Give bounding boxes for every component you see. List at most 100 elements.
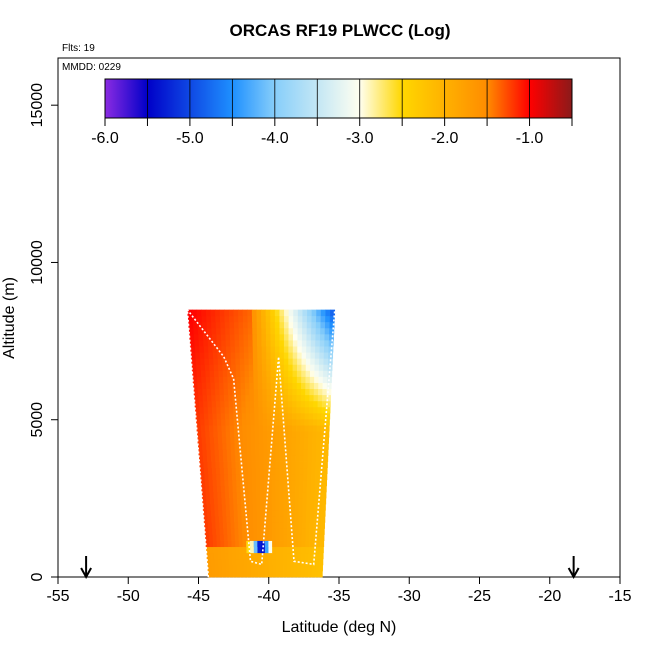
heatmap-cell <box>283 358 289 365</box>
heatmap-cell <box>292 388 298 396</box>
heatmap-cell <box>208 358 214 365</box>
heatmap-cell <box>316 437 321 444</box>
heatmap-cell <box>263 491 269 499</box>
heatmap-cell <box>225 340 231 347</box>
heatmap-cell <box>271 510 277 517</box>
heatmap-cell <box>258 412 264 420</box>
heatmap-cell <box>270 370 276 377</box>
heatmap-cell <box>291 461 296 469</box>
heatmap-cell <box>234 449 240 456</box>
heatmap-cell <box>325 309 331 317</box>
heatmap-cell <box>257 340 262 347</box>
heatmap-cell <box>254 400 259 408</box>
heatmap-cell <box>207 340 213 347</box>
heatmap-cell <box>283 528 288 535</box>
heatmap-cell <box>310 364 315 371</box>
heatmap-cell <box>198 394 204 402</box>
heatmap-cell <box>271 443 276 450</box>
heatmap-cell <box>220 546 225 554</box>
heatmap-cell <box>256 309 262 317</box>
heatmap-cell <box>249 534 254 541</box>
heatmap-cell <box>225 327 231 335</box>
heatmap-cell <box>328 333 334 341</box>
heatmap-cell <box>243 327 249 335</box>
heatmap-cell <box>275 570 280 578</box>
heatmap-cell <box>258 394 263 402</box>
heatmap-cell <box>217 352 223 359</box>
heatmap-cell <box>210 510 216 517</box>
heatmap-cell <box>207 516 212 523</box>
heatmap-cell <box>233 321 239 329</box>
heatmap-cell <box>208 534 214 541</box>
heatmap-cell <box>228 400 234 408</box>
heatmap-cell <box>200 479 206 487</box>
heatmap-cell <box>212 479 218 487</box>
heatmap-cell <box>318 370 324 377</box>
heatmap-cell <box>257 558 262 566</box>
heatmap-cell <box>270 388 276 396</box>
heatmap-cell <box>283 412 289 420</box>
heatmap-cell <box>234 534 240 541</box>
heatmap-cell <box>259 461 264 469</box>
heatmap-cell <box>283 498 288 505</box>
heatmap-cell <box>283 552 288 560</box>
heatmap-cell <box>244 504 250 511</box>
heatmap-cell <box>253 394 259 402</box>
heatmap-cell <box>257 540 262 548</box>
heatmap-cell <box>238 437 244 444</box>
heatmap-cell <box>202 327 208 335</box>
heatmap-cell <box>270 346 276 353</box>
heatmap-cell <box>207 406 213 414</box>
heatmap-cell <box>326 400 331 408</box>
heatmap-cell <box>327 370 333 377</box>
heatmap-cell <box>254 564 259 572</box>
heatmap-cell <box>204 473 209 481</box>
heatmap-cell <box>215 516 220 523</box>
heatmap-cell <box>236 485 241 493</box>
heatmap-cell <box>246 437 252 444</box>
heatmap-cell <box>301 540 306 548</box>
heatmap-cell <box>215 528 221 535</box>
heatmap-cell <box>297 540 302 548</box>
heatmap-cell <box>275 528 280 535</box>
heatmap-cell <box>212 412 217 420</box>
heatmap-cell <box>322 485 327 493</box>
heatmap-cell <box>203 455 208 462</box>
heatmap-cell <box>255 461 260 469</box>
heatmap-cell <box>290 564 295 572</box>
heatmap-cell <box>303 443 309 450</box>
heatmap-cell <box>294 510 299 517</box>
heatmap-cell <box>270 364 276 371</box>
heatmap-cell <box>193 321 198 329</box>
heatmap-cell <box>206 388 212 396</box>
heatmap-cell <box>299 443 305 450</box>
heatmap-cell <box>206 382 211 390</box>
heatmap-cell <box>270 333 276 341</box>
heatmap-cell <box>211 516 216 523</box>
heatmap-cell <box>249 406 255 414</box>
heatmap-cell <box>212 534 217 541</box>
heatmap-cell <box>226 346 231 353</box>
heatmap-cell <box>203 510 208 517</box>
heatmap-cell <box>319 346 325 353</box>
heatmap-cell <box>250 443 256 450</box>
heatmap-cell <box>315 340 321 347</box>
heatmap-cell <box>309 510 315 517</box>
heatmap-cell <box>256 315 262 323</box>
heatmap-cell <box>266 382 272 390</box>
heatmap-cell <box>275 437 280 444</box>
heatmap-cell <box>319 333 325 341</box>
heatmap-cell <box>275 455 280 462</box>
heatmap-cell <box>246 552 251 560</box>
heatmap-cell <box>192 309 198 317</box>
heatmap-cell <box>320 309 326 317</box>
heatmap-cell <box>252 516 258 523</box>
heatmap-cell <box>308 431 313 438</box>
heatmap-cell <box>249 510 254 517</box>
heatmap-cell <box>261 358 267 365</box>
heatmap-cell <box>221 340 227 347</box>
heatmap-cell <box>247 461 252 469</box>
heatmap-cell <box>249 394 255 402</box>
heatmap-cell <box>261 327 267 335</box>
heatmap-cell <box>320 321 326 329</box>
